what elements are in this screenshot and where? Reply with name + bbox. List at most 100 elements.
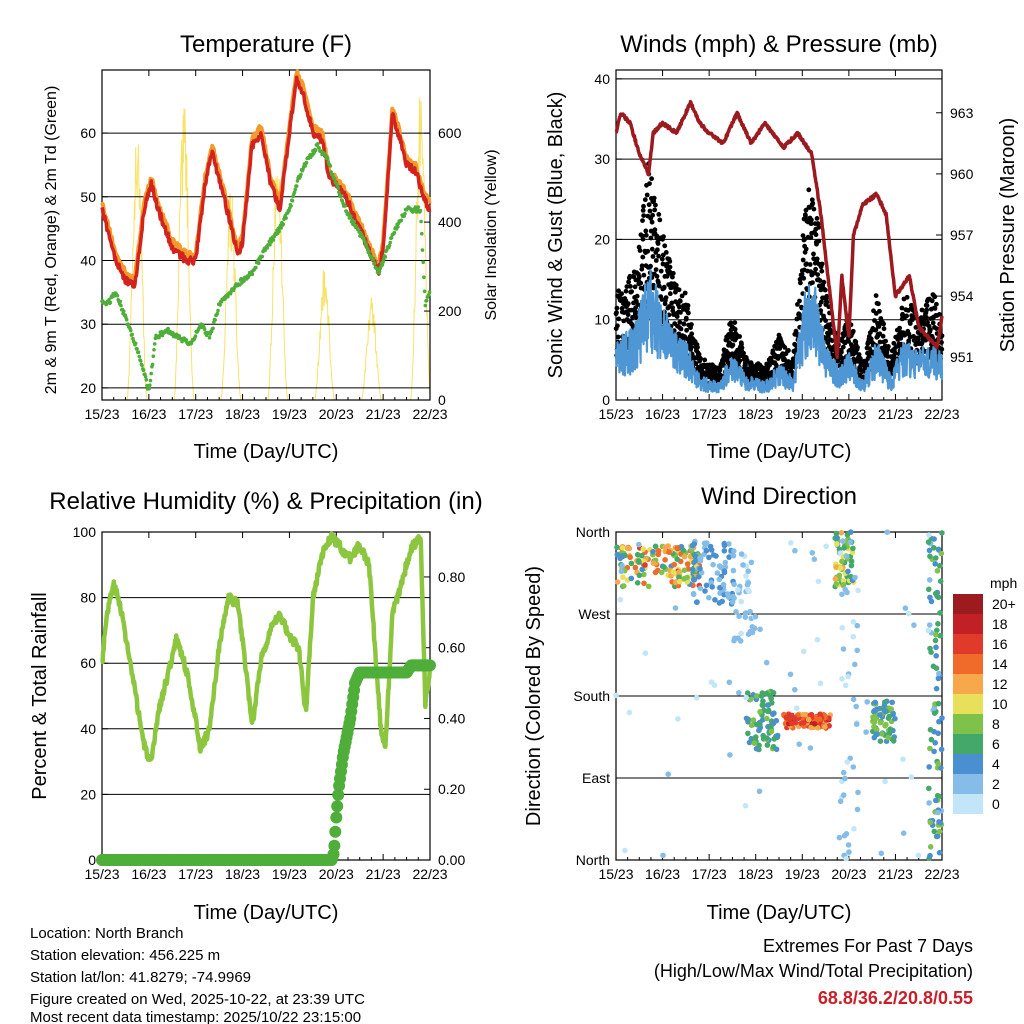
- wind-direction-point: [694, 599, 700, 605]
- wind-direction-point: [738, 551, 745, 557]
- gust-point: [811, 206, 817, 212]
- wind-direction-point: [936, 670, 942, 677]
- wind-direction-point: [877, 719, 884, 726]
- gust-point: [807, 262, 813, 267]
- wind-direction-point: [670, 569, 677, 575]
- td2m-point: [151, 354, 156, 359]
- wind-direction-point: [707, 543, 714, 550]
- wind-direction-point: [619, 553, 626, 560]
- td2m-point: [389, 235, 394, 240]
- td2m-point: [352, 219, 357, 224]
- wind-direction-point: [887, 726, 894, 732]
- info-elevation: Station elevation: 456.225 m: [30, 947, 220, 964]
- gust-point: [900, 311, 905, 317]
- wind-direction-point: [619, 562, 625, 569]
- td2m-point: [422, 289, 427, 294]
- wind-direction-point: [927, 745, 933, 752]
- legend-label: 4: [992, 756, 1000, 772]
- rh-xlabel: Time (Day/UTC): [194, 902, 339, 924]
- wind-direction-point: [933, 631, 939, 638]
- x-tick-label: 19/23: [272, 866, 307, 882]
- gust-point: [811, 251, 816, 257]
- gust-point: [623, 288, 629, 294]
- gust-point: [924, 307, 929, 313]
- td2m-point: [330, 172, 335, 177]
- wind-direction-point: [708, 579, 714, 586]
- wind-direction-point: [939, 715, 945, 721]
- gust-point: [728, 320, 734, 326]
- gust-point: [653, 258, 659, 263]
- td2m-point: [371, 257, 376, 262]
- wind-direction-point: [870, 714, 876, 720]
- wind-direction-point: [839, 625, 845, 631]
- td2m-point: [160, 333, 165, 338]
- wind-direction-point: [720, 581, 727, 588]
- gust-point: [640, 208, 646, 213]
- gust-point: [639, 263, 645, 269]
- wind-direction-point: [935, 700, 942, 707]
- wind-direction-point: [650, 549, 656, 555]
- wind-direction-point: [642, 650, 649, 656]
- td2m-point: [213, 318, 217, 322]
- wind-direction-point: [676, 569, 682, 575]
- solar-insolation-line: [409, 97, 430, 400]
- gust-point: [673, 282, 679, 288]
- winds-y2label: Station Pressure (Maroon): [997, 118, 1019, 353]
- td2m-point: [157, 333, 162, 338]
- wind-direction-point: [749, 629, 756, 636]
- wind-direction-point: [711, 682, 718, 688]
- wind-direction-point: [877, 738, 884, 744]
- y-tick-label: East: [582, 770, 610, 786]
- gust-point: [656, 253, 661, 259]
- gust-point: [919, 307, 925, 313]
- gust-point: [678, 326, 684, 332]
- x-tick-label: 17/23: [692, 406, 727, 422]
- gust-point: [725, 350, 731, 356]
- wind-direction-point: [672, 605, 679, 611]
- td2m-point: [271, 238, 276, 242]
- gust-point: [652, 207, 658, 213]
- wind-direction-point: [935, 675, 942, 682]
- wind-direction-point: [900, 830, 907, 836]
- gust-point: [856, 352, 862, 357]
- wind-direction-point: [850, 696, 857, 703]
- gust-point: [798, 280, 803, 286]
- y-tick-label: West: [578, 606, 610, 622]
- x-tick-label: 17/23: [178, 866, 213, 882]
- gust-point: [625, 312, 631, 318]
- x-tick-label: 22/23: [412, 866, 447, 882]
- td2m-point: [349, 214, 353, 218]
- y-tick-label: 20: [80, 786, 96, 802]
- wind-direction-point: [832, 576, 839, 582]
- gust-point: [730, 342, 736, 348]
- x-tick-label: 17/23: [692, 866, 727, 882]
- wind-direction-point: [864, 699, 870, 705]
- wind-direction-point: [645, 583, 652, 590]
- wind-direction-point: [845, 842, 852, 848]
- wind-direction-point: [854, 647, 860, 654]
- gust-point: [924, 315, 929, 320]
- wind-direction-point: [731, 548, 737, 554]
- wind-direction-point: [937, 632, 944, 639]
- x-tick-label: 20/23: [831, 406, 866, 422]
- x-tick-label: 15/23: [598, 866, 633, 882]
- wind-direction-point: [934, 833, 941, 839]
- wind-direction-point: [736, 613, 742, 620]
- gust-point: [634, 293, 640, 299]
- gust-point: [826, 333, 831, 339]
- wind-direction-point: [671, 561, 677, 568]
- wind-direction-point: [791, 715, 798, 721]
- wind-direction-point: [731, 635, 738, 642]
- gust-point: [737, 358, 743, 363]
- wind-direction-point: [639, 566, 645, 573]
- td2m-point: [295, 179, 300, 183]
- wind-direction-point: [634, 580, 641, 586]
- wind-direction-point: [697, 555, 703, 561]
- wind-direction-point: [771, 710, 777, 716]
- wind-direction-point: [696, 573, 702, 580]
- gust-point: [629, 289, 634, 294]
- gust-point: [806, 187, 812, 193]
- wind-direction-point: [693, 695, 700, 701]
- gust-point: [663, 295, 669, 300]
- wind-direction-point: [884, 529, 891, 535]
